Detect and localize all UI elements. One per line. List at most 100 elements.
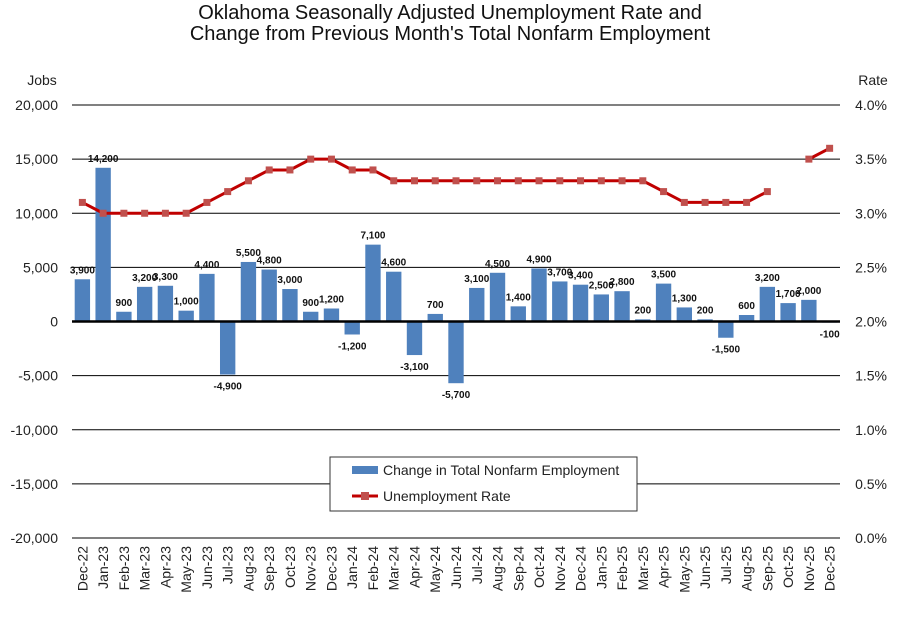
data-label: 1,300 <box>672 293 697 304</box>
x-tick-label: May-24 <box>427 546 443 593</box>
right-tick-label: 3.5% <box>855 151 887 167</box>
data-label: 3,200 <box>132 273 157 284</box>
bar <box>489 272 506 322</box>
left-tick-label: -20,000 <box>11 530 59 546</box>
bar <box>95 167 111 322</box>
rate-marker <box>120 209 128 217</box>
rate-marker <box>639 177 647 185</box>
x-tick-label: Jun-24 <box>448 546 464 589</box>
data-label: 4,400 <box>194 260 219 271</box>
data-label: 200 <box>697 305 714 316</box>
rate-marker <box>203 198 211 206</box>
x-tick-label: Dec-25 <box>822 546 838 591</box>
data-label: 700 <box>427 300 444 311</box>
x-tick-label: Jan-23 <box>95 546 111 589</box>
rate-marker <box>826 144 834 152</box>
x-tick-label: Feb-25 <box>614 546 630 591</box>
rate-marker <box>161 209 169 217</box>
x-tick-label: Mar-25 <box>635 546 651 591</box>
rate-marker <box>327 155 335 163</box>
x-tick-label: Jan-24 <box>344 546 360 589</box>
data-label: 1,200 <box>319 295 344 306</box>
left-tick-label: 0 <box>50 314 58 330</box>
bar <box>552 281 568 322</box>
bar <box>116 311 132 322</box>
rate-marker <box>78 198 86 206</box>
bar <box>593 294 609 322</box>
bar <box>386 271 402 322</box>
rate-marker <box>141 209 149 217</box>
bar <box>738 315 755 322</box>
data-label: -5,700 <box>442 390 471 401</box>
x-tick-label: Dec-23 <box>323 546 339 591</box>
bar <box>261 269 277 322</box>
x-tick-label: Jul-23 <box>220 546 236 584</box>
rate-marker <box>182 209 190 217</box>
data-label: 4,500 <box>485 259 510 270</box>
rate-marker <box>431 177 439 185</box>
rate-marker <box>369 166 377 174</box>
x-tick-label: Oct-24 <box>531 546 547 588</box>
left-tick-label: -5,000 <box>18 368 58 384</box>
data-label: 2,000 <box>796 286 821 297</box>
x-tick-label: Mar-24 <box>386 546 402 591</box>
data-label: 14,200 <box>88 154 119 165</box>
x-tick-label: Jul-25 <box>718 546 734 584</box>
rate-marker <box>348 166 356 174</box>
bar <box>801 299 817 322</box>
right-tick-label: 4.0% <box>855 97 887 113</box>
bar <box>780 303 796 322</box>
rate-marker <box>597 177 605 185</box>
bar <box>136 286 153 322</box>
left-tick-label: 5,000 <box>23 259 58 275</box>
x-tick-label: Nov-23 <box>303 546 319 591</box>
x-tick-label: Dec-24 <box>573 546 589 591</box>
right-axis-label: Rate <box>858 72 888 88</box>
x-tick-label: Mar-23 <box>137 546 153 591</box>
rate-line <box>81 157 769 215</box>
rate-marker <box>99 209 107 217</box>
rate-marker <box>224 188 232 196</box>
data-label: 5,500 <box>236 248 261 259</box>
data-label: 3,100 <box>464 274 489 285</box>
right-tick-label: 1.5% <box>855 368 887 384</box>
data-label: 600 <box>738 301 755 312</box>
x-tick-label: Jul-24 <box>469 546 485 584</box>
bar <box>199 273 215 322</box>
x-tick-label: Oct-23 <box>282 546 298 588</box>
rate-marker <box>618 177 626 185</box>
bar <box>448 321 464 384</box>
data-label: 7,100 <box>360 231 385 242</box>
bar <box>344 321 360 335</box>
bar <box>323 308 340 322</box>
rate-marker <box>535 177 543 185</box>
data-label: 1,700 <box>776 289 801 300</box>
bar <box>510 306 526 322</box>
rate-marker <box>722 198 730 206</box>
right-tick-label: 2.0% <box>855 314 887 330</box>
rate-marker <box>577 177 585 185</box>
left-tick-label: -15,000 <box>11 476 59 492</box>
bar <box>676 307 693 322</box>
legend-bar-swatch <box>352 466 378 474</box>
legend: Change in Total Nonfarm Employment Unemp… <box>329 456 638 512</box>
data-label: -1,500 <box>712 345 741 356</box>
data-label: 4,800 <box>257 256 282 267</box>
x-tick-label: Apr-23 <box>157 546 173 588</box>
bar <box>157 285 174 322</box>
data-label: -3,100 <box>400 362 429 373</box>
data-label: -4,900 <box>213 382 242 393</box>
rate-marker <box>410 177 418 185</box>
data-label: -100 <box>820 330 840 341</box>
x-tick-label: Aug-24 <box>490 546 506 591</box>
bar <box>718 321 734 338</box>
x-tick-label: Sep-23 <box>261 546 277 591</box>
x-tick-label: Sep-25 <box>759 546 775 591</box>
rate-marker <box>660 188 668 196</box>
x-tick-label: Jun-25 <box>697 546 713 589</box>
x-tick-label: Apr-25 <box>656 546 672 588</box>
data-label: 900 <box>302 298 319 309</box>
rate-marker <box>244 177 252 185</box>
bar <box>531 268 547 322</box>
